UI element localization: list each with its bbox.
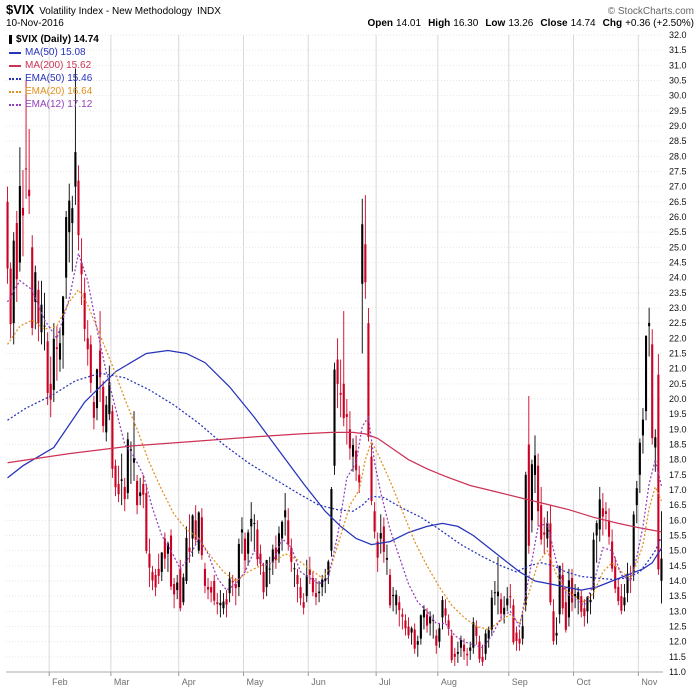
page-title: Volatility Index - New Methodology	[39, 6, 193, 17]
legend-item: EMA(12) 17.12	[9, 98, 99, 111]
svg-text:20.5: 20.5	[669, 379, 687, 389]
svg-text:Mar: Mar	[114, 677, 130, 687]
svg-text:30.0: 30.0	[669, 91, 687, 101]
svg-text:Jul: Jul	[379, 677, 391, 687]
legend-item: MA(200) 15.62	[9, 59, 99, 72]
svg-text:19.0: 19.0	[669, 424, 687, 434]
svg-text:20.0: 20.0	[669, 394, 687, 404]
open-label: Open	[367, 18, 394, 29]
svg-text:12.0: 12.0	[669, 637, 687, 647]
svg-text:25.0: 25.0	[669, 242, 687, 252]
svg-text:Oct: Oct	[577, 677, 592, 687]
low-label: Low	[485, 18, 506, 29]
chart-date: 10-Nov-2016	[6, 18, 64, 29]
svg-text:28.0: 28.0	[669, 151, 687, 161]
svg-text:Aug: Aug	[441, 677, 457, 687]
high-value: 16.30	[453, 18, 479, 29]
line-swatch-icon	[9, 64, 21, 67]
svg-text:27.0: 27.0	[669, 182, 687, 192]
chart-header: $VIX Volatility Index - New Methodology …	[6, 2, 694, 29]
grid	[6, 34, 663, 673]
chg-value: +0.36 (+2.50%)	[625, 18, 694, 29]
svg-text:Feb: Feb	[52, 677, 68, 687]
legend-label: $VIX (Daily) 14.74	[16, 34, 99, 45]
svg-text:27.5: 27.5	[669, 167, 687, 177]
svg-text:15.0: 15.0	[669, 546, 687, 556]
svg-text:15.5: 15.5	[669, 531, 687, 541]
low-value: 13.26	[508, 18, 534, 29]
svg-text:17.0: 17.0	[669, 485, 687, 495]
svg-text:31.0: 31.0	[669, 60, 687, 70]
exchange: INDX	[197, 6, 221, 17]
svg-text:18.5: 18.5	[669, 440, 687, 450]
close-label: Close	[540, 18, 568, 29]
svg-text:14.5: 14.5	[669, 561, 687, 571]
line-swatch-icon	[9, 90, 21, 93]
svg-text:19.5: 19.5	[669, 409, 687, 419]
svg-text:Sep: Sep	[512, 677, 528, 687]
legend-item: EMA(50) 15.46	[9, 72, 99, 85]
line-swatch-icon	[9, 51, 21, 54]
chart-svg: 32.0 31.5 31.0 30.5 30.0 29.5 29.0 28.5 28.0 27.5…	[6, 30, 687, 687]
svg-text:Jun: Jun	[311, 677, 326, 687]
svg-text:26.0: 26.0	[669, 212, 687, 222]
chg-label: Chg	[602, 18, 623, 29]
svg-text:11.5: 11.5	[669, 652, 686, 662]
quote-row: 10-Nov-2016 Open 14.01 High 16.30 Low 13.26 Cl…	[6, 18, 694, 29]
svg-text:29.0: 29.0	[669, 121, 687, 131]
legend-label: EMA(12) 17.12	[25, 99, 93, 110]
svg-text:30.5: 30.5	[669, 76, 687, 86]
y-axis: 32.0 31.5 31.0 30.5 30.0 29.5 29.0 28.5 28.0 27.5…	[669, 30, 687, 677]
legend-item: $VIX (Daily) 14.74	[9, 33, 99, 46]
line-swatch-icon	[9, 77, 21, 80]
legend-item: EMA(20) 16.64	[9, 85, 99, 98]
open-value: 14.01	[396, 18, 422, 29]
overlay-lines	[6, 251, 663, 649]
candlesticks	[6, 68, 663, 666]
svg-text:Nov: Nov	[641, 677, 658, 687]
svg-text:32.0: 32.0	[669, 30, 687, 40]
symbol: $VIX	[6, 2, 35, 17]
svg-text:29.5: 29.5	[669, 106, 687, 116]
svg-text:May: May	[247, 677, 265, 687]
svg-text:13.5: 13.5	[669, 591, 687, 601]
svg-text:18.0: 18.0	[669, 455, 687, 465]
svg-text:11.0: 11.0	[669, 667, 686, 677]
candlestick-icon	[9, 35, 12, 44]
high-label: High	[428, 18, 451, 29]
svg-text:25.5: 25.5	[669, 227, 687, 237]
svg-text:22.5: 22.5	[669, 318, 687, 328]
chart-legend: $VIX (Daily) 14.74 MA(50) 15.08 MA(200) 15…	[9, 33, 99, 111]
svg-text:16.5: 16.5	[669, 500, 687, 510]
svg-text:23.5: 23.5	[669, 288, 687, 298]
svg-text:24.0: 24.0	[669, 273, 687, 283]
svg-text:24.5: 24.5	[669, 258, 687, 268]
svg-text:21.5: 21.5	[669, 349, 687, 359]
svg-text:21.0: 21.0	[669, 364, 687, 374]
svg-text:26.5: 26.5	[669, 197, 687, 207]
copyright: © StockCharts.com	[607, 6, 694, 17]
legend-label: MA(50) 15.08	[25, 47, 86, 58]
svg-text:13.0: 13.0	[669, 606, 687, 616]
title-row: $VIX Volatility Index - New Methodology …	[6, 2, 694, 17]
svg-text:22.0: 22.0	[669, 333, 687, 343]
svg-text:28.5: 28.5	[669, 136, 687, 146]
svg-text:16.0: 16.0	[669, 515, 687, 525]
svg-text:14.0: 14.0	[669, 576, 687, 586]
svg-text:Apr: Apr	[182, 677, 196, 687]
legend-label: EMA(20) 16.64	[25, 86, 93, 97]
line-swatch-icon	[9, 103, 21, 106]
svg-text:12.5: 12.5	[669, 622, 687, 632]
svg-text:31.5: 31.5	[669, 45, 687, 55]
close-value: 14.74	[570, 18, 596, 29]
svg-text:17.5: 17.5	[669, 470, 687, 480]
x-axis: Feb Mar Apr May Jun Jul Aug Sep Oct Nov	[6, 671, 663, 687]
svg-text:23.0: 23.0	[669, 303, 687, 313]
ohlc-readout: Open 14.01 High 16.30 Low 13.26 Close 14.74 Chg +…	[367, 18, 694, 29]
legend-label: MA(200) 15.62	[25, 60, 92, 71]
legend-item: MA(50) 15.08	[9, 46, 99, 59]
legend-label: EMA(50) 15.46	[25, 73, 93, 84]
